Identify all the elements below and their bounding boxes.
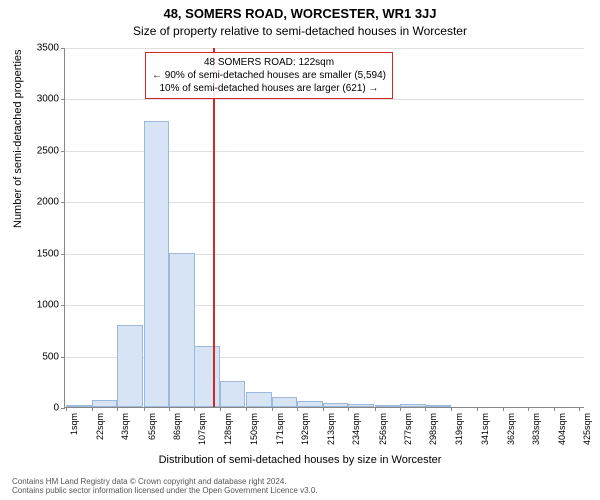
xtick-label: 383sqm xyxy=(531,413,541,445)
xtick-label: 192sqm xyxy=(300,413,310,445)
ytick-mark xyxy=(61,202,65,203)
histogram-bar xyxy=(92,400,118,407)
xtick-mark xyxy=(477,407,478,411)
xtick-mark xyxy=(348,407,349,411)
ytick-mark xyxy=(61,99,65,100)
gridline xyxy=(65,99,584,100)
xtick-mark xyxy=(92,407,93,411)
ytick-label: 3500 xyxy=(37,43,59,54)
title-description: Size of property relative to semi-detach… xyxy=(0,24,600,38)
xtick-label: 1sqm xyxy=(69,413,79,435)
ytick-label: 3000 xyxy=(37,94,59,105)
histogram-bar xyxy=(272,397,298,407)
ytick-mark xyxy=(61,48,65,49)
xtick-mark xyxy=(194,407,195,411)
footer-line-1: Contains HM Land Registry data © Crown c… xyxy=(12,477,287,486)
xtick-mark xyxy=(246,407,247,411)
histogram-bar xyxy=(323,403,349,407)
ytick-label: 2000 xyxy=(37,197,59,208)
xtick-label: 341sqm xyxy=(480,413,490,445)
xtick-mark xyxy=(400,407,401,411)
xtick-label: 234sqm xyxy=(351,413,361,445)
ytick-label: 1000 xyxy=(37,300,59,311)
xtick-label: 277sqm xyxy=(403,413,413,445)
gridline xyxy=(65,48,584,49)
footer-line-2: Contains public sector information licen… xyxy=(12,486,318,495)
ytick-mark xyxy=(61,151,65,152)
xtick-mark xyxy=(297,407,298,411)
annotation-box: 48 SOMERS ROAD: 122sqm← 90% of semi-deta… xyxy=(145,52,393,99)
xtick-label: 128sqm xyxy=(223,413,233,445)
xtick-label: 171sqm xyxy=(275,413,285,445)
histogram-bar xyxy=(400,404,426,407)
xtick-label: 107sqm xyxy=(197,413,207,445)
xtick-label: 256sqm xyxy=(378,413,388,445)
histogram-bar xyxy=(425,405,451,407)
xtick-label: 150sqm xyxy=(249,413,259,445)
title-address: 48, SOMERS ROAD, WORCESTER, WR1 3JJ xyxy=(0,6,600,21)
xtick-mark xyxy=(272,407,273,411)
histogram-bar xyxy=(117,325,143,407)
ytick-mark xyxy=(61,305,65,306)
xtick-mark xyxy=(375,407,376,411)
xtick-mark xyxy=(528,407,529,411)
xtick-label: 298sqm xyxy=(428,413,438,445)
xtick-mark xyxy=(144,407,145,411)
xtick-label: 425sqm xyxy=(582,413,592,445)
ytick-label: 500 xyxy=(42,351,59,362)
histogram-bar xyxy=(375,405,401,407)
xtick-mark xyxy=(451,407,452,411)
ytick-label: 1500 xyxy=(37,248,59,259)
xtick-label: 362sqm xyxy=(506,413,516,445)
xtick-label: 319sqm xyxy=(454,413,464,445)
histogram-bar xyxy=(220,381,246,407)
histogram-bar xyxy=(144,121,170,407)
xtick-mark xyxy=(66,407,67,411)
xtick-mark xyxy=(220,407,221,411)
ytick-mark xyxy=(61,357,65,358)
xtick-label: 86sqm xyxy=(172,413,182,440)
xtick-mark xyxy=(554,407,555,411)
ytick-mark xyxy=(61,408,65,409)
xtick-label: 213sqm xyxy=(326,413,336,445)
xtick-label: 43sqm xyxy=(120,413,130,440)
xtick-mark xyxy=(169,407,170,411)
xtick-mark xyxy=(117,407,118,411)
xtick-label: 65sqm xyxy=(147,413,157,440)
histogram-bar xyxy=(66,405,92,407)
xtick-label: 22sqm xyxy=(95,413,105,440)
ytick-mark xyxy=(61,254,65,255)
histogram-bar xyxy=(169,253,195,407)
histogram-bar xyxy=(246,392,272,407)
y-axis-label: Number of semi-detached properties xyxy=(12,49,24,228)
histogram-bar xyxy=(297,401,323,407)
xtick-mark xyxy=(579,407,580,411)
ytick-label: 2500 xyxy=(37,145,59,156)
histogram-bar xyxy=(348,404,374,407)
xtick-label: 404sqm xyxy=(557,413,567,445)
annotation-line-3: 10% of semi-detached houses are larger (… xyxy=(152,82,386,95)
xtick-mark xyxy=(323,407,324,411)
ytick-label: 0 xyxy=(53,403,59,414)
marker-line xyxy=(213,48,215,407)
xtick-mark xyxy=(425,407,426,411)
xtick-mark xyxy=(503,407,504,411)
annotation-line-1: 48 SOMERS ROAD: 122sqm xyxy=(152,56,386,69)
footer-attribution: Contains HM Land Registry data © Crown c… xyxy=(12,477,318,496)
x-axis-label: Distribution of semi-detached houses by … xyxy=(0,454,600,466)
annotation-line-2: ← 90% of semi-detached houses are smalle… xyxy=(152,69,386,82)
histogram-bar xyxy=(194,346,220,407)
histogram-chart: 05001000150020002500300035001sqm22sqm43s… xyxy=(64,48,584,408)
